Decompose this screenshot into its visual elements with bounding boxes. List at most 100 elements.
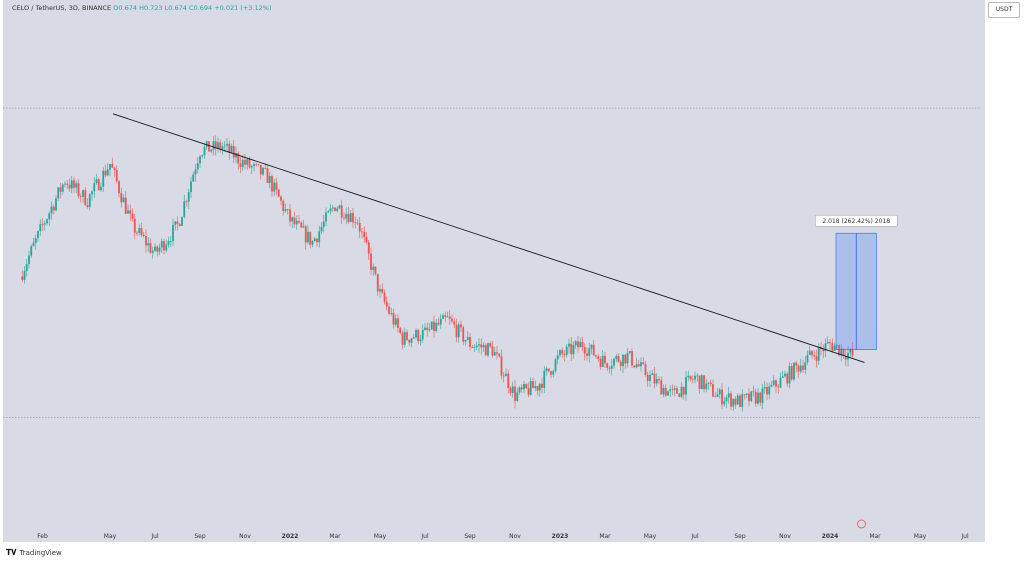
candle-body	[554, 359, 557, 372]
price-chart[interactable]: 2.018 (262.42%) 201830.00025.00020.00016…	[3, 0, 985, 542]
candle-body	[79, 196, 82, 197]
candle-body	[131, 213, 134, 219]
candle-body	[57, 187, 60, 199]
candle-body	[847, 352, 849, 360]
candle-body	[739, 395, 741, 407]
candle-body	[473, 347, 476, 348]
candle-body	[516, 392, 519, 401]
candle-body	[282, 200, 285, 212]
candle-body	[147, 243, 150, 246]
candle-body	[635, 364, 638, 368]
candle-body	[145, 236, 147, 246]
chart-area[interactable]: 2.018 (262.42%) 201830.00025.00020.00016…	[3, 0, 985, 542]
candle-body	[41, 224, 44, 226]
candle-body	[318, 231, 321, 243]
candle-body	[577, 341, 579, 348]
candle-body	[761, 388, 764, 403]
candle-body	[93, 183, 96, 192]
candle-body	[475, 345, 478, 348]
candle-body	[347, 213, 350, 223]
candle-body	[712, 384, 714, 397]
candle-body	[664, 387, 667, 396]
footer-brand: 𝐓𝐕 TradingView	[6, 548, 62, 558]
candle-body	[66, 183, 69, 185]
legend-low: L0.674	[164, 4, 187, 12]
candle-body	[453, 321, 456, 325]
x-tick-label: Nov	[239, 533, 251, 540]
candle-body	[106, 169, 109, 176]
candle-body	[604, 355, 606, 364]
candle-body	[552, 371, 555, 375]
candle-body	[23, 271, 26, 280]
candle-body	[298, 220, 300, 223]
candle-body	[583, 347, 586, 354]
candle-body	[660, 380, 663, 395]
candle-body	[203, 146, 206, 156]
candle-body	[311, 241, 314, 245]
candle-body	[313, 238, 316, 242]
candle-body	[374, 266, 377, 274]
candle-body	[822, 349, 825, 352]
candle-body	[399, 327, 402, 333]
candle-body	[241, 159, 244, 167]
candle-body	[772, 380, 775, 385]
candle-body	[187, 192, 190, 202]
candle-body	[424, 327, 426, 330]
candle-body	[511, 386, 514, 394]
candle-body	[685, 377, 687, 395]
candle-body	[518, 387, 521, 393]
candle-body	[570, 343, 573, 355]
candle-body	[748, 393, 750, 402]
candle-body	[541, 383, 543, 388]
measure-label: 2.018 (262.42%) 2018	[822, 218, 890, 225]
candle-body	[833, 345, 836, 351]
symbol-legend: CELO / TetherUS, 3D, BINANCE O0.674 H0.7…	[12, 4, 271, 12]
candle-body	[367, 242, 370, 254]
candle-body	[460, 324, 462, 328]
candle-body	[156, 246, 159, 252]
candle-body	[388, 306, 390, 314]
candle-body	[354, 222, 357, 224]
candle-body	[77, 183, 80, 197]
candle-body	[59, 187, 62, 192]
x-tick-label: Jul	[150, 533, 159, 540]
measure-label-box	[815, 214, 898, 227]
candle-body	[428, 329, 431, 331]
candle-body	[221, 146, 224, 150]
x-tick-label: Mar	[329, 533, 341, 540]
candle-body	[417, 330, 420, 342]
candle-body	[655, 378, 658, 384]
candle-body	[320, 226, 323, 232]
candle-body	[640, 362, 642, 367]
candle-body	[426, 327, 429, 330]
candle-body	[280, 196, 282, 201]
candle-body	[806, 355, 809, 363]
candle-body	[588, 348, 591, 356]
candle-body	[813, 355, 816, 357]
candle-body	[592, 344, 595, 356]
candle-body	[284, 209, 287, 212]
candle-body	[268, 176, 271, 183]
candle-body	[34, 238, 37, 243]
candle-body	[201, 155, 204, 157]
candle-body	[235, 153, 237, 158]
candle-body	[430, 321, 433, 330]
candle-body	[259, 164, 262, 175]
candle-body	[709, 382, 712, 385]
candle-body	[673, 388, 676, 390]
candle-body	[295, 220, 298, 225]
candle-body	[199, 156, 201, 164]
candle-body	[835, 344, 838, 346]
candle-body	[50, 206, 53, 214]
candle-body	[448, 316, 451, 319]
candle-body	[466, 337, 469, 341]
candle-body	[667, 391, 669, 396]
candle-body	[255, 163, 258, 165]
candle-body	[403, 332, 406, 345]
candle-body	[421, 329, 424, 340]
x-tick-label: Mar	[869, 533, 881, 540]
currency-button[interactable]: USDT	[988, 2, 1020, 18]
candle-body	[322, 221, 325, 227]
candle-body	[599, 358, 602, 367]
candle-body	[831, 343, 834, 351]
